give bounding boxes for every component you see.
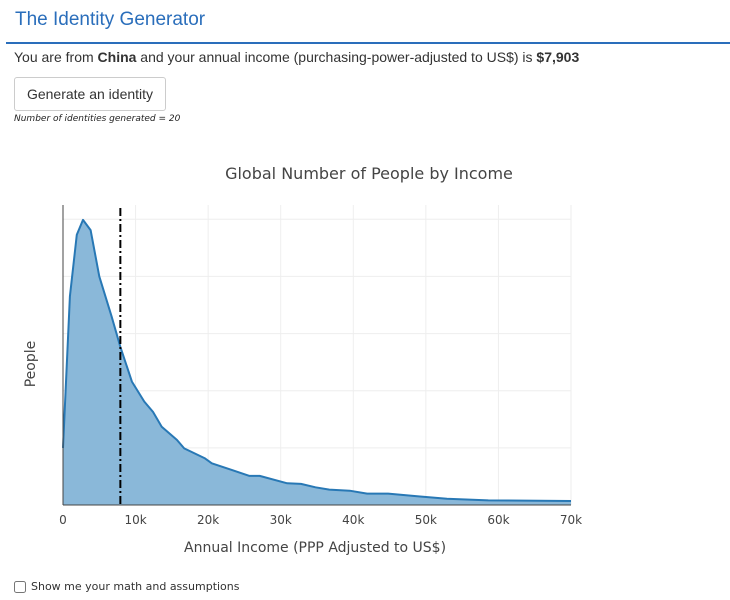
identities-counter: Number of identities generated = 20: [14, 114, 181, 124]
x-tick-label: 40k: [342, 513, 364, 527]
income-statement: You are from China and your annual incom…: [14, 49, 579, 65]
generate-identity-button[interactable]: Generate an identity: [14, 77, 166, 111]
chart-title: Global Number of People by Income: [0, 164, 730, 183]
x-tick-label: 70k: [560, 513, 582, 527]
math-checkbox[interactable]: [14, 580, 26, 593]
math-checkbox-label: Show me your math and assumptions: [31, 580, 240, 593]
income-line: [62, 218, 572, 502]
income-value: $7,903: [536, 49, 580, 65]
country-value: China: [97, 49, 137, 65]
x-tick-label: 0: [59, 513, 67, 527]
chart-title-text: Global Number of People by Income: [225, 164, 513, 183]
math-toggle[interactable]: Show me your math and assumptions: [14, 580, 240, 593]
x-tick-label: 60k: [487, 513, 509, 527]
income-prefix: You are from: [14, 49, 98, 65]
x-axis-label: Annual Income (PPP Adjusted to US$): [184, 540, 447, 556]
app-title: The Identity Generator: [15, 9, 206, 30]
income-middle: and your annual income (purchasing-power…: [136, 49, 537, 65]
y-axis-label: People: [23, 340, 39, 388]
x-tick-label: 20k: [197, 513, 219, 527]
x-tick-label: 50k: [415, 513, 437, 527]
header-divider: [6, 42, 730, 44]
income-area: [63, 219, 571, 505]
x-tick-label: 10k: [124, 513, 146, 527]
x-tick-label: 30k: [270, 513, 292, 527]
